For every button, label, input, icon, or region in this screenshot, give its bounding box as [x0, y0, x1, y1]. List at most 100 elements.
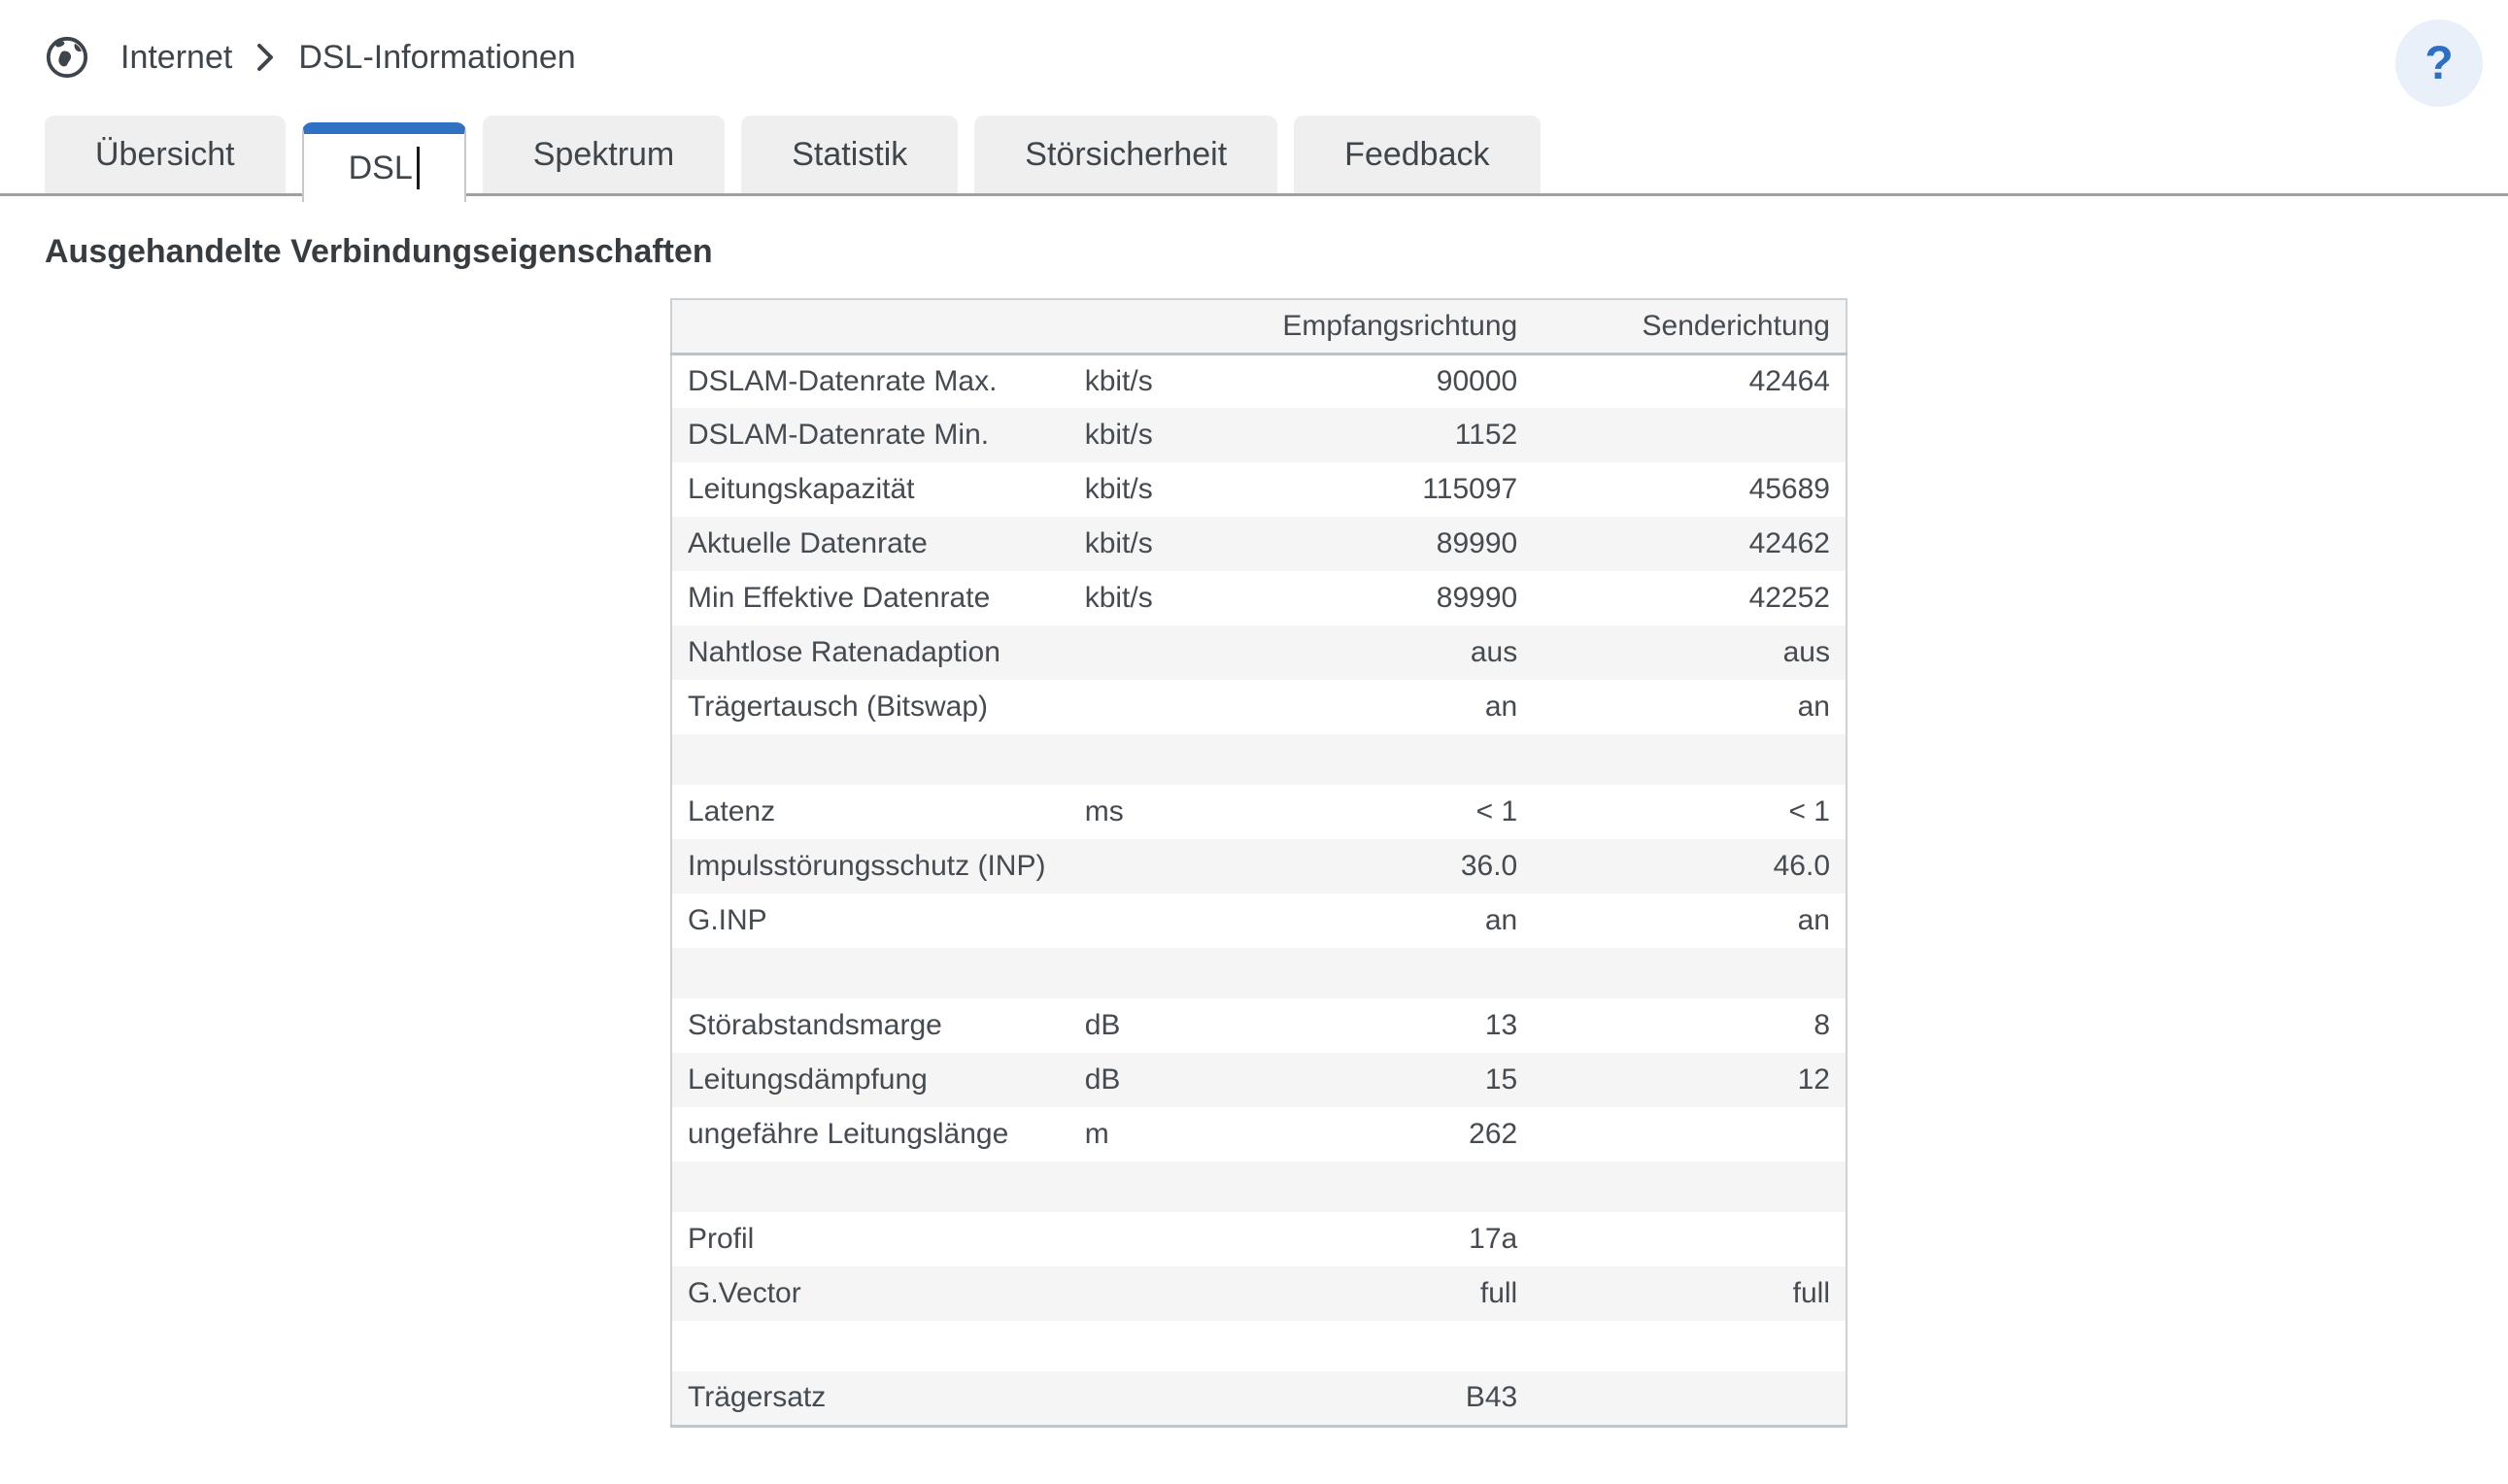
help-button[interactable]: ?	[2395, 19, 2483, 107]
table-row: Aktuelle Datenrate kbit/s 89990 42462	[671, 517, 1847, 571]
header-empfangsrichtung: Empfangsrichtung	[1267, 299, 1532, 355]
cell-label	[671, 1321, 1069, 1371]
cell-label: G.INP	[688, 903, 767, 936]
table-row: ungefähre Leitungslänge m 262	[671, 1107, 1847, 1162]
cell-label: Nahtlose Ratenadaption	[688, 635, 1000, 668]
cell-empfangsrichtung	[1267, 1321, 1531, 1371]
tab-dsl[interactable]: DSL	[301, 122, 466, 202]
table-row: Latenz ms < 1 < 1	[671, 785, 1847, 839]
cell-senderichtung: full	[1792, 1277, 1830, 1309]
cell-senderichtung: < 1	[1788, 795, 1830, 827]
cell-empfangsrichtung: full	[1479, 1277, 1518, 1309]
tab-statistik[interactable]: Statistik	[741, 116, 959, 193]
cell-senderichtung: an	[1797, 904, 1830, 936]
cell-empfangsrichtung: aus	[1470, 636, 1518, 668]
cell-unit	[1069, 894, 1268, 948]
cell-empfangsrichtung: 115097	[1422, 473, 1518, 505]
cell-empfangsrichtung: 15	[1484, 1063, 1518, 1096]
cell-unit: kbit/s	[1084, 364, 1153, 397]
cell-senderichtung: aus	[1782, 636, 1830, 668]
cell-unit: kbit/s	[1084, 419, 1153, 451]
breadcrumb-section[interactable]: Internet	[120, 38, 233, 76]
connection-properties-table: Empfangsrichtung Senderichtung DSLAM-Dat…	[670, 298, 1847, 1428]
cell-unit	[1069, 734, 1268, 785]
main-content: Ausgehandelte Verbindungseigenschaften E…	[0, 233, 2508, 1428]
cell-label: Leitungsdämpfung	[688, 1062, 928, 1096]
header-label-col	[671, 299, 1069, 355]
table-row: G.Vector full full	[671, 1266, 1847, 1321]
table-row: DSLAM-Datenrate Max. kbit/s 90000 42464	[671, 354, 1847, 408]
cell-empfangsrichtung: 89990	[1436, 527, 1518, 559]
cell-label: Min Effektive Datenrate	[688, 581, 991, 614]
cell-empfangsrichtung: < 1	[1475, 795, 1518, 827]
cell-unit: kbit/s	[1084, 473, 1153, 505]
cell-unit	[1069, 1321, 1268, 1371]
cell-label	[671, 734, 1069, 785]
cell-empfangsrichtung: 17a	[1469, 1223, 1518, 1255]
cell-label: Trägertausch (Bitswap)	[688, 690, 988, 723]
tab-stoersicherheit[interactable]: Störsicherheit	[974, 116, 1278, 193]
table-row: DSLAM-Datenrate Min. kbit/s 1152	[671, 408, 1847, 462]
cell-label: DSLAM-Datenrate Max.	[688, 364, 998, 397]
cell-unit: dB	[1084, 1063, 1121, 1096]
cell-empfangsrichtung: 89990	[1436, 582, 1518, 614]
header-senderichtung: Senderichtung	[1531, 299, 1847, 355]
tab-spektrum[interactable]: Spektrum	[482, 116, 726, 193]
cell-unit: kbit/s	[1084, 527, 1153, 559]
cell-unit: m	[1084, 1118, 1109, 1150]
cell-senderichtung: an	[1797, 691, 1830, 723]
table-spacer-row	[671, 1321, 1847, 1371]
cell-empfangsrichtung: 1152	[1454, 419, 1518, 451]
cell-empfangsrichtung: 262	[1469, 1118, 1518, 1150]
cell-senderichtung: 45689	[1748, 473, 1830, 505]
cell-unit	[1069, 948, 1268, 998]
cell-senderichtung	[1531, 1162, 1847, 1212]
table-row: Trägertausch (Bitswap) an an	[671, 680, 1847, 734]
cell-senderichtung	[1531, 1212, 1847, 1266]
table-spacer-row	[671, 734, 1847, 785]
tab-bar: Übersicht DSL Spektrum Statistik Störsic…	[0, 97, 2508, 202]
cell-unit: dB	[1084, 1009, 1121, 1041]
cell-unit: ms	[1084, 795, 1124, 827]
cell-senderichtung	[1531, 1371, 1847, 1426]
table-body: DSLAM-Datenrate Max. kbit/s 90000 42464 …	[671, 354, 1847, 1426]
table-row: Min Effektive Datenrate kbit/s 89990 422…	[671, 571, 1847, 625]
table-row: G.INP an an	[671, 894, 1847, 948]
tab-uebersicht[interactable]: Übersicht	[45, 116, 286, 193]
chevron-right-icon	[255, 42, 275, 73]
cell-senderichtung: 42462	[1748, 527, 1830, 559]
cell-label: Leitungskapazität	[688, 472, 915, 505]
internet-globe-icon	[45, 35, 89, 80]
tab-feedback[interactable]: Feedback	[1294, 116, 1541, 193]
cell-unit	[1069, 1212, 1268, 1266]
top-bar: Internet DSL-Informationen ?	[0, 0, 2508, 107]
cell-empfangsrichtung	[1267, 948, 1531, 998]
table-spacer-row	[671, 1162, 1847, 1212]
cell-empfangsrichtung: 13	[1484, 1009, 1518, 1041]
cell-unit	[1069, 1162, 1268, 1212]
cell-label: Profil	[688, 1222, 755, 1255]
cell-senderichtung	[1531, 734, 1847, 785]
table-header-row: Empfangsrichtung Senderichtung	[671, 299, 1847, 355]
cell-empfangsrichtung: B43	[1465, 1381, 1518, 1414]
breadcrumb-page: DSL-Informationen	[298, 38, 576, 76]
cell-senderichtung	[1531, 408, 1847, 462]
cell-senderichtung: 46.0	[1773, 850, 1830, 882]
cell-senderichtung	[1531, 948, 1847, 998]
cell-label: ungefähre Leitungslänge	[688, 1117, 1009, 1150]
cell-label: Latenz	[688, 794, 776, 827]
table-row: Leitungsdämpfung dB 15 12	[671, 1053, 1847, 1107]
cell-label: G.Vector	[688, 1276, 801, 1309]
question-mark-icon: ?	[2424, 37, 2454, 89]
cell-label: Störabstandsmarge	[688, 1008, 942, 1041]
cell-unit	[1069, 1371, 1268, 1426]
cell-unit	[1069, 680, 1268, 734]
cell-senderichtung: 12	[1797, 1063, 1830, 1096]
cell-senderichtung: 8	[1813, 1009, 1830, 1041]
table-row: Störabstandsmarge dB 13 8	[671, 998, 1847, 1053]
text-cursor	[416, 147, 420, 189]
cell-unit	[1069, 625, 1268, 680]
breadcrumb: Internet DSL-Informationen	[45, 35, 576, 80]
cell-label: Aktuelle Datenrate	[688, 526, 928, 559]
cell-senderichtung: 42252	[1748, 582, 1830, 614]
